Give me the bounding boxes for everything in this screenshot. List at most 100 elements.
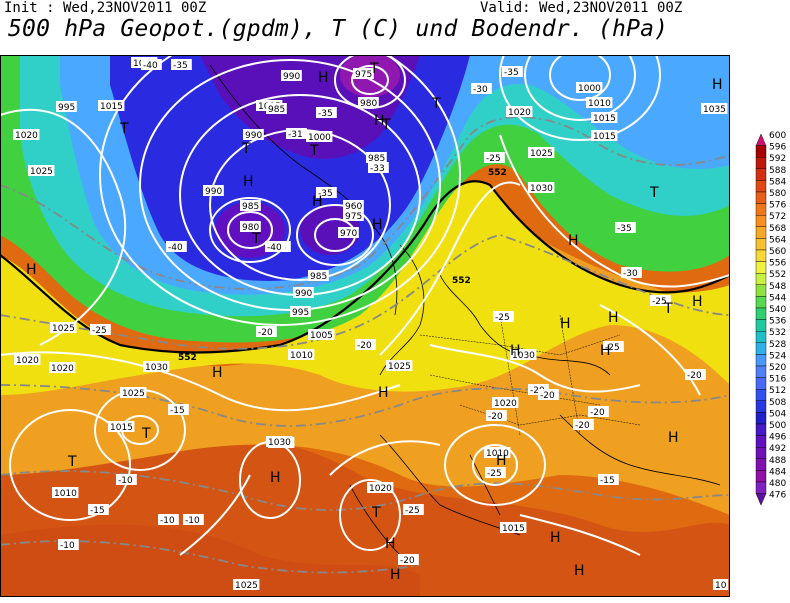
svg-text:-20: -20 [357,341,372,351]
temperature-label: -25 [650,295,671,307]
pressure-label: 1000 [306,131,333,143]
svg-text:1000: 1000 [308,133,331,143]
svg-text:1015: 1015 [100,102,123,112]
svg-text:-20: -20 [575,421,590,431]
init-time: Init : Wed,23NOV2011 00Z [4,0,207,16]
colorbar-swatch [755,307,767,320]
colorbar-swatch [755,157,767,170]
pressure-label: 1030 [528,182,555,194]
temperature-label: -30 [471,83,492,95]
svg-text:1025: 1025 [122,389,145,399]
svg-text:-15: -15 [170,406,185,416]
low-pressure-marker: T [309,143,319,159]
temperature-label: -20 [538,389,559,401]
high-pressure-marker: H [243,174,254,190]
svg-text:-25: -25 [495,313,510,323]
svg-text:-25: -25 [486,154,501,164]
temperature-label: -15 [598,474,619,486]
colorbar-label: 480 [769,479,786,489]
svg-text:-35: -35 [504,68,519,78]
colorbar-label: 496 [769,433,786,443]
svg-text:1025: 1025 [235,581,258,591]
pressure-label: 1020 [367,482,394,494]
low-pressure-marker: T [141,426,151,442]
svg-text:-35: -35 [318,189,333,199]
svg-text:990: 990 [283,72,300,82]
colorbar-label: 500 [769,421,786,431]
colorbar-swatch [755,145,767,158]
svg-text:980: 980 [360,99,377,109]
svg-text:990: 990 [205,187,222,197]
svg-text:-25: -25 [652,297,667,307]
high-pressure-marker: H [372,217,383,233]
pressure-label: 980 [240,221,261,233]
colorbar-label: 516 [769,375,786,385]
colorbar-swatch [755,284,767,297]
pressure-label: 1035 [701,103,728,115]
svg-text:1020: 1020 [508,108,531,118]
temperature-label: -15 [88,504,109,516]
colorbar-swatch [755,458,767,471]
colorbar-swatch [755,203,767,216]
pressure-label: 995 [56,101,77,113]
high-pressure-marker: H [600,343,611,359]
temperature-label: -40 [141,59,162,71]
high-pressure-marker: H [374,113,385,129]
svg-text:1020: 1020 [15,131,38,141]
colorbar-swatch [755,423,767,436]
colorbar-swatch [755,249,767,262]
high-pressure-marker: H [496,453,507,469]
colorbar-label: 580 [769,189,786,199]
svg-text:1010: 1010 [290,351,313,361]
pressure-label: 970 [338,227,359,239]
colorbar-swatch [755,133,767,146]
high-pressure-marker: H [270,470,281,486]
colorbar-label: 524 [769,351,786,361]
pressure-label: 1015 [591,112,618,124]
svg-text:1030: 1030 [145,363,168,373]
svg-text:-20: -20 [400,556,415,566]
svg-text:-10: -10 [60,541,75,551]
colorbar-swatch [755,493,767,506]
high-pressure-marker: H [385,536,396,552]
high-pressure-marker: H [26,262,37,278]
map-frame [0,55,730,597]
colorbar-label: 544 [769,293,786,303]
colorbar-label: 556 [769,259,786,269]
colorbar-swatch [755,400,767,413]
high-pressure-marker: H [560,316,571,332]
svg-text:-35: -35 [173,61,188,71]
temperature-label: -25 [485,467,506,479]
pressure-label: 1025 [28,165,55,177]
colorbar-label: 512 [769,386,786,396]
svg-text:1020: 1020 [494,399,517,409]
height-contour-label: 552 [178,353,197,363]
low-pressure-marker: T [241,141,251,157]
colorbar-swatch [755,435,767,448]
colorbar-label: 572 [769,212,786,222]
colorbar-label: 588 [769,166,786,176]
svg-text:-15: -15 [90,506,105,516]
temperature-label: -40 [265,241,286,253]
pressure-label: 1030 [143,361,170,373]
svg-text:-31: -31 [288,130,303,140]
colorbar-label: 568 [769,224,786,234]
svg-text:1025: 1025 [388,362,411,372]
svg-text:-20: -20 [488,412,503,422]
svg-text:1015: 1015 [593,114,616,124]
pressure-label: 10 [713,579,729,591]
colorbar-label: 564 [769,235,786,245]
svg-text:1030: 1030 [512,351,535,361]
svg-text:-30: -30 [623,269,638,279]
high-pressure-marker: H [574,563,585,579]
svg-text:1025: 1025 [30,167,53,177]
colorbar-label: 532 [769,328,786,338]
svg-text:-25: -25 [605,343,620,353]
svg-text:10: 10 [715,581,727,591]
svg-text:1025: 1025 [52,324,75,334]
temperature-label: -33 [368,162,389,174]
temperature-label: -10 [116,474,137,486]
svg-text:-25: -25 [405,506,420,516]
colorbar-swatch [755,319,767,332]
